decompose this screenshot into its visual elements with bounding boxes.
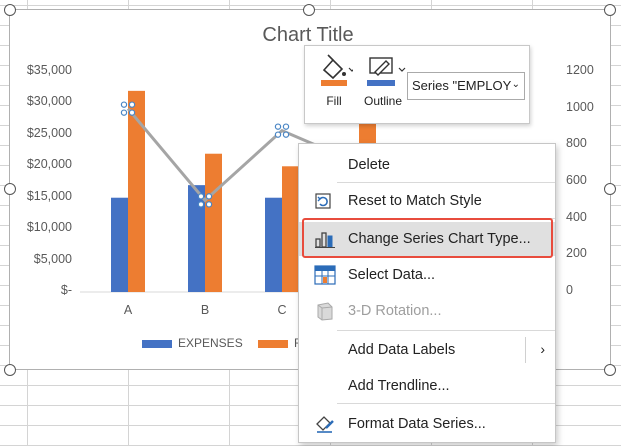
series-selection-marker[interactable] [120, 109, 128, 116]
menu-item-select-data[interactable]: Select Data... [299, 258, 555, 292]
menu-item-add-trendline[interactable]: Add Trendline... [299, 369, 555, 403]
category-tick-label: A [123, 303, 133, 317]
menu-divider [337, 218, 555, 219]
bar-r[interactable] [282, 166, 299, 292]
resize-handle-bottom-right[interactable] [604, 364, 616, 376]
context-menu: Delete Reset to Match Style Change Serie… [298, 143, 556, 443]
format-series-icon [316, 416, 334, 433]
category-tick-label: C [277, 303, 287, 317]
pen-outline-icon [367, 57, 406, 86]
series-selection-marker[interactable] [197, 193, 205, 200]
chevron-down-icon: ⌄ [511, 79, 520, 90]
bar-expenses[interactable] [188, 185, 205, 292]
menu-divider [337, 403, 555, 404]
y-tick-label: $30,000 [26, 94, 72, 109]
series-selection-marker[interactable] [205, 201, 213, 208]
y-tick-label: $15,000 [26, 188, 72, 203]
y2-tick-label: 0 [566, 283, 573, 297]
menu-item-change-series-chart-type[interactable]: Change Series Chart Type... [299, 222, 555, 256]
y-tick-label: $- [60, 283, 72, 297]
menu-item-format-data-series[interactable]: Format Data Series... [299, 407, 555, 441]
series-selection-marker[interactable] [128, 101, 136, 108]
series-selection-marker[interactable] [274, 131, 282, 138]
menu-label-reset-style: Reset to Match Style [348, 193, 482, 209]
chart-title[interactable]: Chart Title [262, 24, 354, 46]
y2-tick-label: 400 [566, 209, 587, 224]
select-data-icon [314, 265, 336, 285]
legend-revenue[interactable]: R [258, 336, 303, 350]
series-selection-marker[interactable] [128, 109, 136, 116]
resize-handle-left[interactable] [4, 183, 16, 195]
y-tick-label: $20,000 [26, 157, 72, 172]
menu-item-reset-style[interactable]: Reset to Match Style [299, 184, 555, 218]
series-selection-marker[interactable] [120, 101, 128, 108]
y2-tick-label: 1200 [566, 63, 594, 77]
bar-expenses[interactable] [265, 197, 282, 292]
legend-swatch-expenses [142, 339, 172, 348]
bar-expenses[interactable] [111, 197, 128, 292]
menu-label-delete: Delete [348, 157, 390, 173]
menu-label-3d-rotation: 3-D Rotation... [348, 303, 442, 319]
paint-bucket-icon [321, 54, 356, 86]
change-chart-type-icon [315, 232, 335, 248]
mini-toolbar: Fill Outline Series "EMPLOY ⌄ [304, 45, 530, 124]
legend-expenses[interactable]: EXPENSES [142, 336, 243, 350]
3d-rotation-icon [317, 302, 333, 321]
chevron-right-icon: › [540, 341, 545, 357]
menu-divider [337, 330, 555, 331]
series-selection-marker[interactable] [282, 131, 290, 138]
series-selection-marker[interactable] [282, 123, 290, 130]
menu-divider [337, 182, 555, 183]
y-tick-label: $5,000 [33, 251, 72, 266]
y-tick-label: $25,000 [26, 125, 72, 140]
submenu-separator [525, 337, 526, 363]
y-tick-label: $10,000 [26, 220, 72, 235]
category-tick-label: B [200, 303, 210, 317]
series-selector-dropdown[interactable]: Series "EMPLOY ⌄ [407, 72, 525, 100]
y2-tick-label: 600 [566, 173, 587, 187]
menu-item-delete[interactable]: Delete [299, 148, 555, 182]
resize-handle-top-left[interactable] [4, 4, 16, 16]
legend-swatch-revenue [258, 339, 288, 348]
legend-label-expenses: EXPENSES [178, 336, 243, 350]
bar-r[interactable] [205, 153, 222, 292]
y2-tick-label: 800 [566, 136, 587, 151]
resize-handle-top[interactable] [303, 4, 315, 16]
menu-label-format-data-series: Format Data Series... [348, 416, 486, 432]
resize-handle-bottom-left[interactable] [4, 364, 16, 376]
menu-label-add-trendline: Add Trendline... [348, 378, 450, 394]
series-selector-value: Series "EMPLOY [412, 78, 512, 93]
fill-button[interactable]: Fill [315, 52, 356, 122]
series-selection-marker[interactable] [205, 193, 213, 200]
series-selection-marker[interactable] [274, 123, 282, 130]
outline-button[interactable]: Outline [359, 52, 407, 122]
reset-style-icon [315, 193, 331, 209]
y2-tick-label: 1000 [566, 99, 594, 114]
menu-label-select-data: Select Data... [348, 267, 436, 283]
menu-item-add-data-labels[interactable]: Add Data Labels › [299, 333, 555, 367]
menu-label-change-series-chart-type: Change Series Chart Type... [348, 231, 531, 247]
outline-label: Outline [363, 94, 403, 108]
y-tick-label: $35,000 [26, 63, 72, 77]
menu-label-add-data-labels: Add Data Labels [348, 342, 456, 358]
fill-label: Fill [326, 94, 342, 108]
bar-r[interactable] [128, 90, 145, 292]
series-selection-marker[interactable] [197, 201, 205, 208]
menu-item-3d-rotation[interactable]: 3-D Rotation... [299, 294, 555, 328]
resize-handle-right[interactable] [604, 183, 616, 195]
y2-tick-label: 200 [566, 246, 587, 261]
resize-handle-top-right[interactable] [604, 4, 616, 16]
